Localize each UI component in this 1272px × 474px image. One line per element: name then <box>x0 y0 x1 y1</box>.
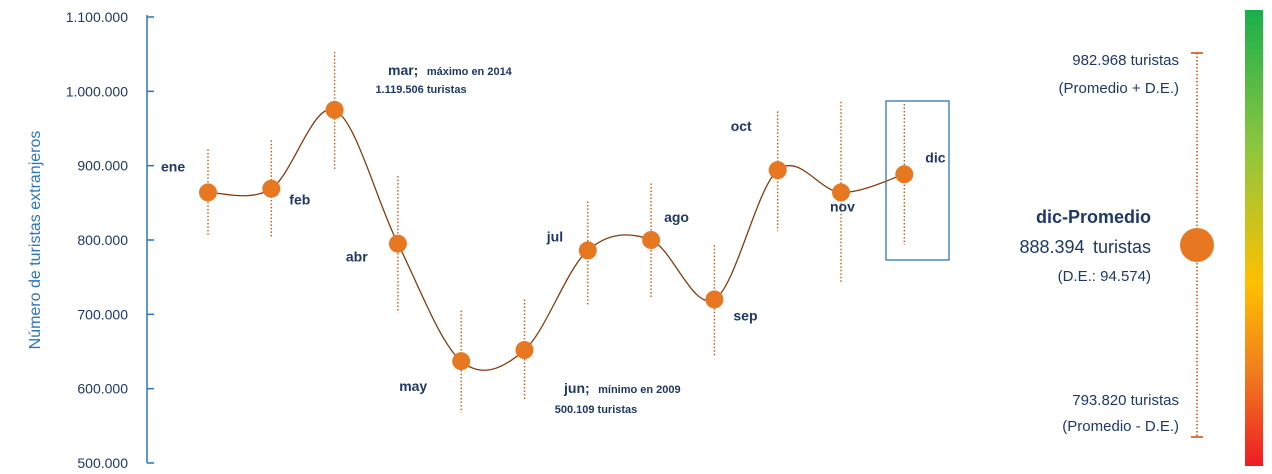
annotation-max-value: 1.119.506 turistas <box>375 84 466 96</box>
point-sep <box>705 290 723 308</box>
mean-number: 888.394 <box>1019 237 1084 257</box>
annotation-min-value: 500.109 turistas <box>555 404 638 416</box>
month-label-ene: ene <box>161 158 185 174</box>
annotation-max-note: máximo en 2014 <box>427 66 513 78</box>
upper-caption: (Promedio + D.E.) <box>1059 80 1179 97</box>
y-tick-label: 500.000 <box>77 455 128 471</box>
color-scale-bar <box>1245 10 1263 466</box>
y-tick-label: 800.000 <box>77 232 128 248</box>
side-panel-mean-marker <box>1180 228 1214 262</box>
point-abr <box>389 235 407 253</box>
point-may <box>452 352 470 370</box>
month-label-jul: jul <box>546 228 563 244</box>
point-jun <box>516 341 534 359</box>
month-label-feb: feb <box>289 192 310 208</box>
point-feb <box>262 180 280 198</box>
svg-text:888.394 turistas: 888.394 turistas <box>1019 237 1151 257</box>
month-label-abr: abr <box>346 249 368 265</box>
upper-value: 982.968 turistas <box>1072 52 1179 69</box>
y-axis-label: Número de turistas extranjeros <box>27 131 44 350</box>
lower-value: 793.820 turistas <box>1072 392 1179 409</box>
y-axis-ticks: 1.100.000 1.000.000 900.000 800.000 700.000 6… <box>66 9 154 471</box>
side-panel: 982.968 turistas (Promedio + D.E.) dic-P… <box>1019 52 1214 437</box>
y-axis: 1.100.000 1.000.000 900.000 800.000 700.000 6… <box>27 9 154 471</box>
month-label-nov: nov <box>830 198 855 214</box>
highlight-box <box>886 101 949 260</box>
annotation-min-prefix: jun; <box>563 380 590 396</box>
month-label-oct: oct <box>731 118 752 134</box>
mean-unit: turistas <box>1093 237 1151 257</box>
month-label-dic: dic <box>925 149 945 165</box>
svg-text:mar; máximo en 2014: mar; máximo en 2014 <box>388 62 513 79</box>
lower-caption: (Promedio - D.E.) <box>1062 418 1179 435</box>
month-label-sep: sep <box>733 307 757 323</box>
annotation-min: jun; mínimo en 2009 500.109 turistas <box>555 380 681 416</box>
annotation-max-prefix: mar; <box>388 62 418 78</box>
point-ago <box>642 231 660 249</box>
y-tick-label: 1.100.000 <box>66 9 128 25</box>
month-label-ago: ago <box>664 209 689 225</box>
annotation-min-note: mínimo en 2009 <box>598 384 681 396</box>
annotation-max: mar; máximo en 2014 1.119.506 turistas <box>375 62 512 96</box>
y-tick-label: 600.000 <box>77 381 128 397</box>
point-mar <box>326 101 344 119</box>
point-dic <box>895 165 913 183</box>
side-panel-title: dic-Promedio <box>1036 207 1151 227</box>
month-label-may: may <box>399 378 427 394</box>
point-jul <box>579 241 597 259</box>
y-tick-label: 900.000 <box>77 158 128 174</box>
y-tick-label: 1.000.000 <box>66 83 128 99</box>
y-tick-label: 700.000 <box>77 306 128 322</box>
month-labels: ene feb abr may jul ago sep oct nov dic <box>161 118 946 394</box>
sd-value: (D.E.: 94.574) <box>1058 268 1151 285</box>
svg-text:jun; mínimo en 2009: jun; mínimo en 2009 <box>563 380 681 397</box>
point-ene <box>199 183 217 201</box>
point-oct <box>769 161 787 179</box>
